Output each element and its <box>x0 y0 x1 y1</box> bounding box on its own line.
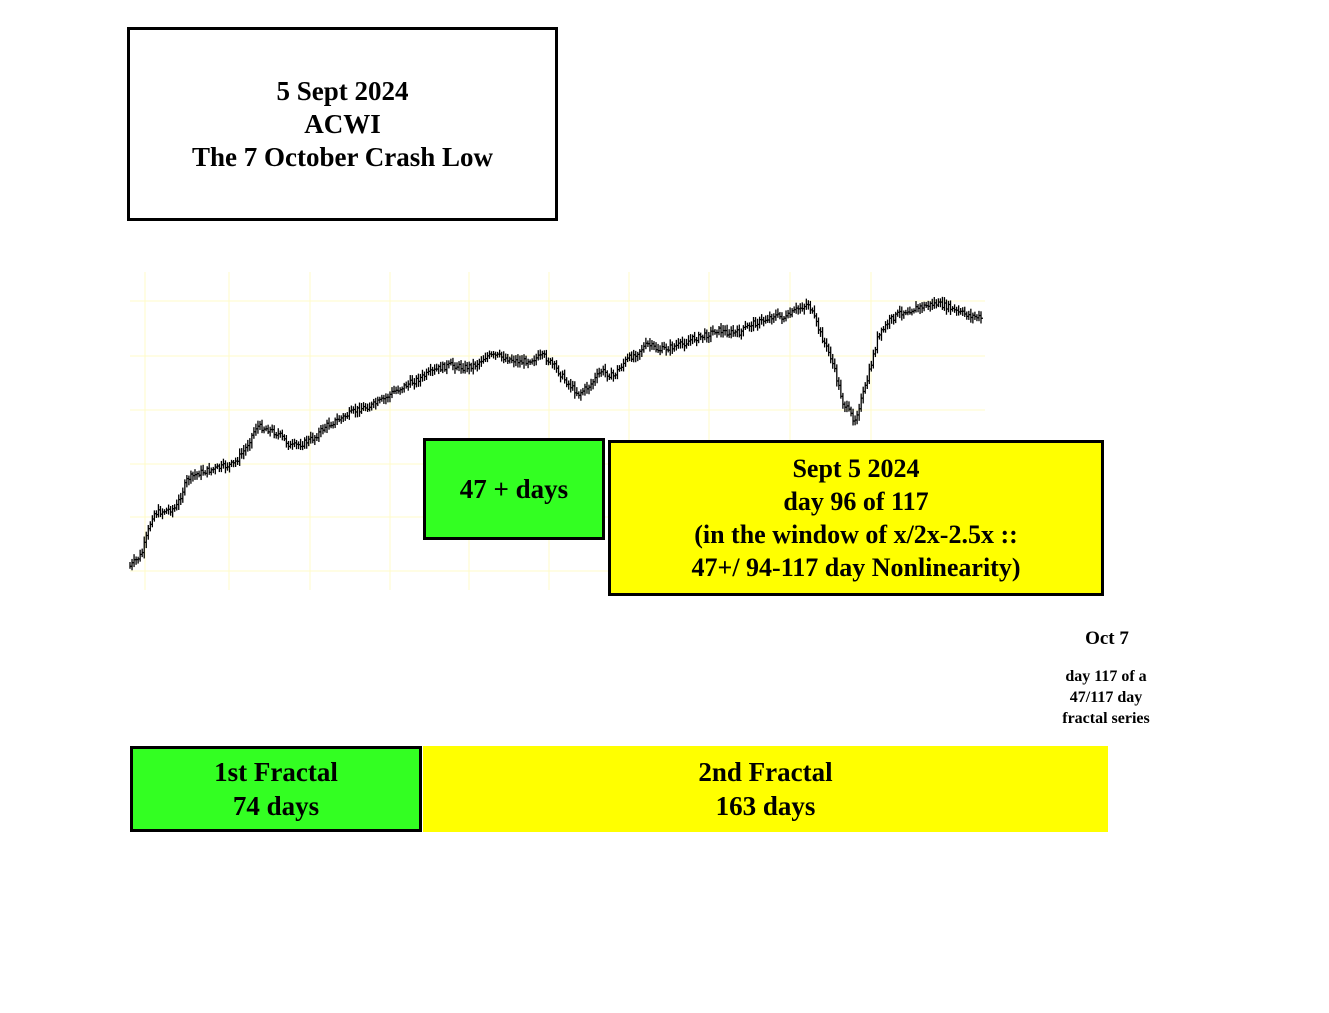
oct-note-line3: fractal series <box>1062 710 1150 727</box>
days-count-label: 47 + days <box>459 473 569 504</box>
oct-date-label: Oct 7 <box>1085 628 1129 649</box>
title-symbol: ACWI <box>304 108 381 139</box>
first-fractal-box: 1st Fractal 74 days <box>130 746 422 832</box>
price-bars <box>129 296 983 571</box>
second-fractal-days: 163 days <box>715 791 816 821</box>
title-box: 5 Sept 2024 ACWI The 7 October Crash Low <box>127 27 558 221</box>
first-fractal-days: 74 days <box>232 791 320 821</box>
oct-note: day 117 of a 47/117 day fractal series <box>1030 666 1182 729</box>
window-note-line3: (in the window of x/2x-2.5x :: <box>694 520 1018 549</box>
title-subtitle: The 7 October Crash Low <box>192 141 493 172</box>
window-note-line2: day 96 of 117 <box>783 487 929 516</box>
window-note-box: Sept 5 2024 day 96 of 117 (in the window… <box>608 440 1104 596</box>
days-count-box: 47 + days <box>423 438 605 540</box>
window-note-line1: Sept 5 2024 <box>792 454 920 483</box>
oct-note-line1: day 117 of a <box>1065 668 1147 685</box>
title-date: 5 Sept 2024 <box>276 75 409 106</box>
first-fractal-title: 1st Fractal <box>214 757 338 787</box>
second-fractal-title: 2nd Fractal <box>698 757 833 787</box>
window-note-line4: 47+/ 94-117 day Nonlinearity) <box>691 553 1021 582</box>
second-fractal-box: 2nd Fractal 163 days <box>423 746 1108 832</box>
oct-note-line2: 47/117 day <box>1069 689 1143 706</box>
